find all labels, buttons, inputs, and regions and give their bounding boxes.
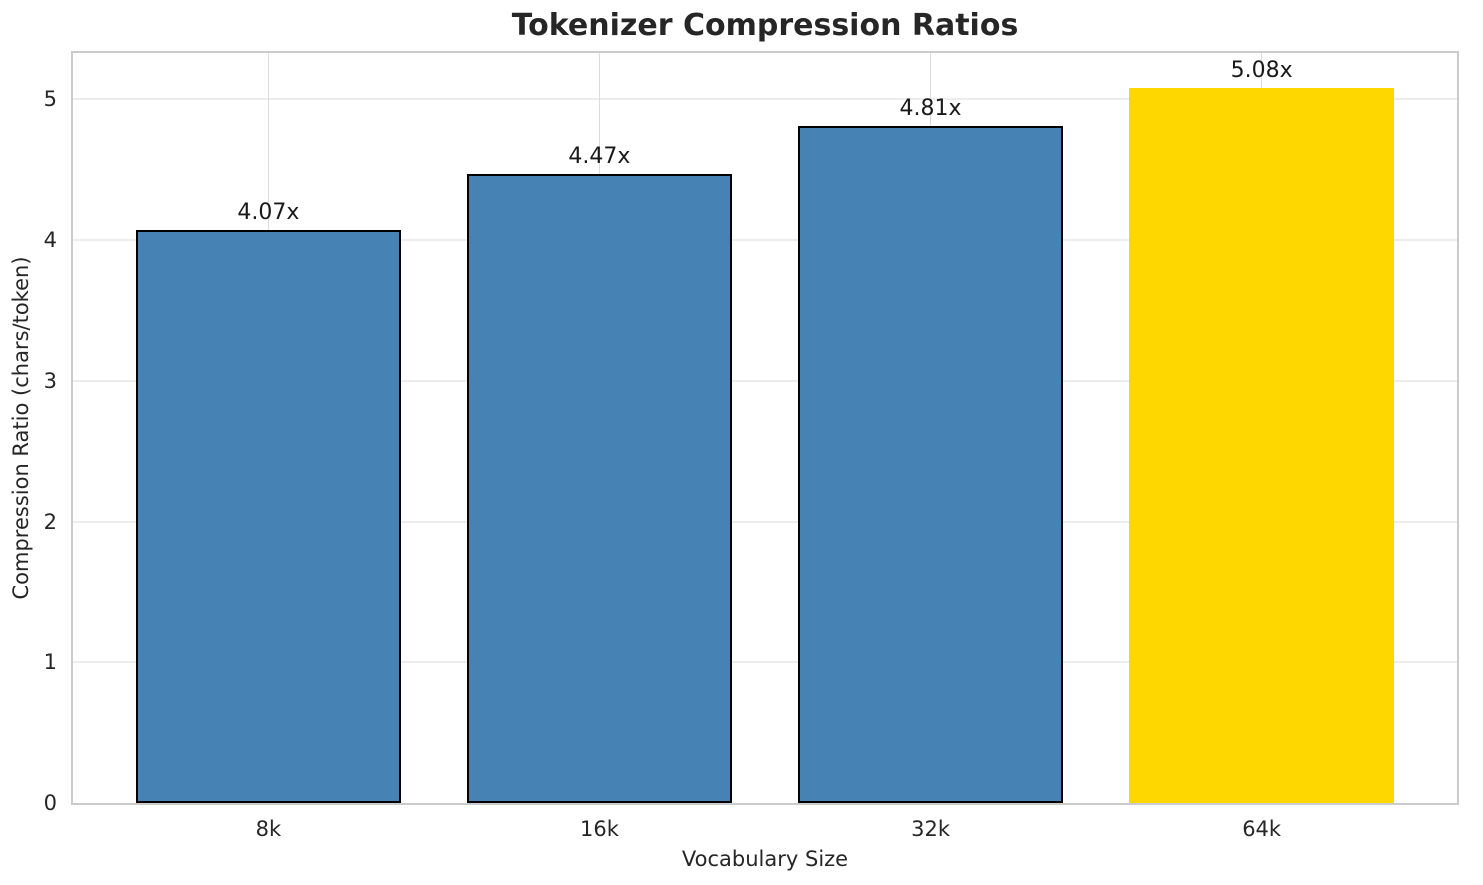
y-tick-label: 3 [43, 368, 57, 393]
bar-value-label: 5.08x [1230, 58, 1293, 84]
y-tick-label: 4 [43, 228, 57, 253]
bar-value-label: 4.47x [568, 144, 631, 170]
x-axis-label: Vocabulary Size [681, 847, 849, 871]
horizontal-gridline [73, 520, 1457, 523]
horizontal-gridline [73, 98, 1457, 101]
bar [798, 126, 1063, 803]
y-tick-label: 2 [43, 509, 57, 534]
x-tick-label: 8k [255, 817, 282, 841]
x-tick-label: 64k [1242, 817, 1282, 841]
bar [135, 230, 401, 803]
bar [1129, 88, 1395, 803]
chart-title: Tokenizer Compression Ratios [511, 8, 1019, 43]
bar-value-label: 4.81x [899, 96, 962, 122]
horizontal-gridline [73, 379, 1457, 382]
bar [467, 174, 732, 803]
y-tick-label: 5 [43, 87, 57, 112]
horizontal-gridline [73, 661, 1457, 664]
horizontal-gridline [73, 239, 1457, 242]
y-axis-label: Compression Ratio (chars/token) [9, 256, 33, 600]
y-tick-label: 1 [43, 650, 57, 675]
y-tick-label: 0 [43, 791, 57, 815]
bar-value-label: 4.07x [237, 200, 300, 226]
x-tick-label: 16k [579, 817, 619, 841]
plot-area: 4.07x 4.47x 4.81x 5.08x [71, 51, 1459, 805]
x-tick-label: 32k [911, 817, 950, 841]
